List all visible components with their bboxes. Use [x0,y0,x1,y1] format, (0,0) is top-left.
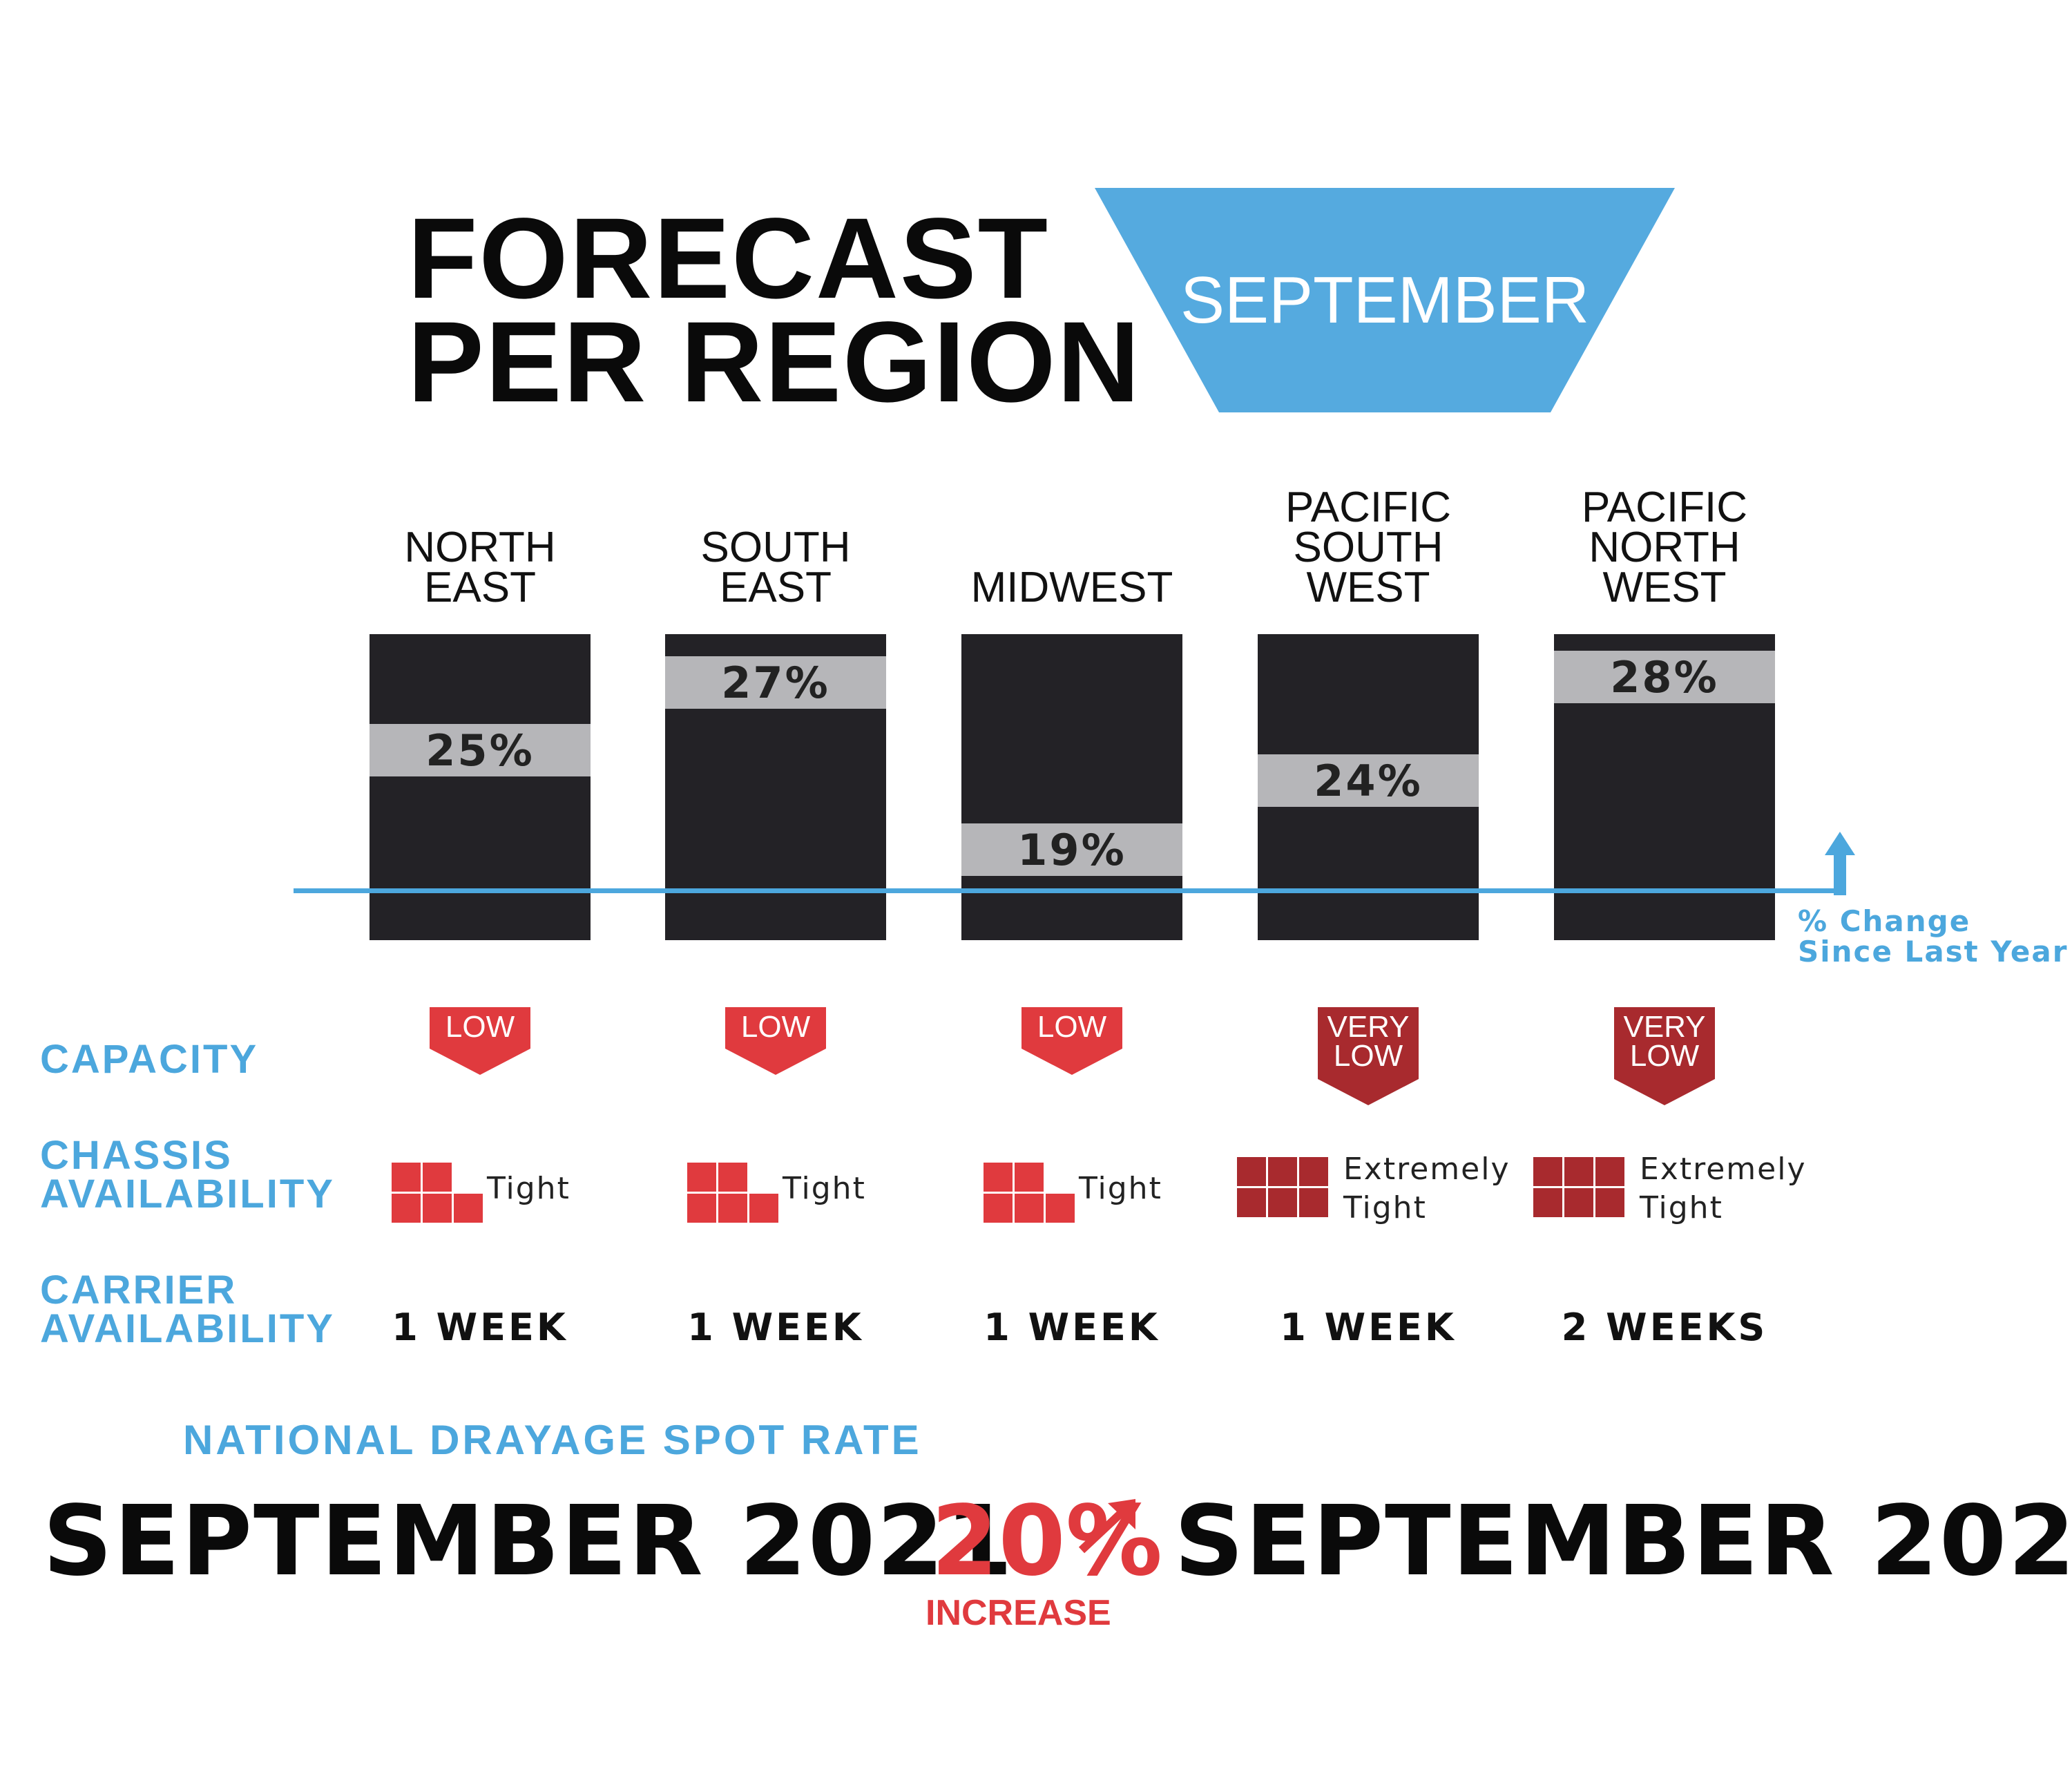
row-label-capacity: CAPACITY [40,1037,259,1082]
row-label-chassis-line-2: AVAILABILITY [40,1172,335,1216]
region-name: PACIFIC NORTH WEST [1519,484,1810,611]
month-banner-label: SEPTEMBER [1180,262,1590,337]
capacity-badge-text: LOW [1629,1039,1700,1073]
region-name-line: SOUTH [700,524,851,571]
capacity-badge-text: LOW [1037,1010,1107,1044]
chassis-status-line: Extremely [1343,1152,1510,1187]
row-label-carrier-line-2: AVAILABILITY [40,1306,335,1351]
baseline-line [294,888,1837,893]
region-name-line: PACIFIC [1285,484,1451,531]
region-name: MIDWEST [927,564,1217,611]
capacity-badge-text: LOW [445,1010,515,1044]
change-caption-line-1: % Change [1798,904,1971,938]
title-line-2: PER REGION [407,298,1142,426]
carrier-availability: 1 WEEK [392,1306,568,1349]
spot-rate-from: SEPTEMBER 2021 [43,1485,1015,1598]
change-band: 27% [665,656,886,709]
capacity-badge: VERY LOW [1614,1007,1715,1105]
chassis-grid-icon [687,1163,778,1223]
spot-rate-heading: NATIONAL DRAYAGE SPOT RATE [183,1417,922,1463]
chassis-status-line: Tight [1079,1171,1162,1206]
chassis-status: Tight [1079,1170,1162,1208]
row-label-capacity-line-1: CAPACITY [40,1037,259,1082]
region-bar: 27% [665,634,886,940]
change-band: 25% [370,724,591,776]
capacity-badge-shape [1021,1007,1122,1075]
chassis-status-line: Tight [1343,1190,1427,1225]
capacity-badge-text: VERY [1623,1010,1706,1044]
region-name-line: WEST [1602,564,1727,611]
capacity-badge: LOW [725,1007,826,1075]
region-bar: 25% [370,634,591,940]
region-name-line: WEST [1306,564,1430,611]
chassis-grid-icon [1533,1157,1624,1217]
trend-up-arrow-icon [1078,1499,1135,1554]
chassis-grid-icon [392,1163,483,1223]
change-band: 24% [1258,754,1479,807]
capacity-badge: LOW [1021,1007,1122,1075]
spot-rate-to: SEPTEMBER 2022 [1174,1485,2072,1598]
chassis-grid-icon [984,1163,1075,1223]
region-name: NORTH EAST [335,524,625,611]
capacity-badge-text: LOW [1333,1039,1403,1073]
region-name: PACIFIC SOUTH WEST [1223,484,1513,611]
region-name-line: NORTH [1589,524,1740,571]
month-banner: SEPTEMBER [1095,188,1675,412]
chassis-status-line: Extremely [1640,1152,1807,1187]
carrier-availability: 1 WEEK [687,1306,864,1349]
month-banner-shape [1095,188,1675,412]
row-label-chassis-line-1: CHASSIS [40,1133,233,1178]
region-name-line: EAST [424,564,536,611]
change-band: 28% [1554,651,1775,703]
chassis-status: Tight [783,1170,866,1208]
capacity-badge: VERY LOW [1318,1007,1419,1105]
row-label-carrier-line-1: CARRIER [40,1268,238,1312]
carrier-availability: 1 WEEK [984,1306,1160,1349]
chassis-grid-icon [1237,1157,1328,1217]
region-bar: 28% [1554,634,1775,940]
chassis-status-line: Tight [487,1171,570,1206]
arrow-up-icon [1825,832,1855,895]
capacity-badge-shape [1614,1007,1715,1105]
chassis-status: Tight [487,1170,570,1208]
row-label-chassis: CHASSIS AVAILABILITY [40,1136,335,1214]
carrier-availability: 2 WEEKS [1561,1306,1768,1349]
change-band: 19% [961,823,1182,876]
chassis-status: Extremely Tight [1640,1150,1806,1228]
row-label-carrier: CARRIER AVAILABILITY [40,1268,335,1351]
chassis-status: Extremely Tight [1343,1150,1510,1228]
change-caption: % Change Since Last Year [1798,906,2068,967]
region-name-line: MIDWEST [970,564,1173,611]
capacity-badge-shape [725,1007,826,1075]
region-bar: 19% [961,634,1182,940]
spot-rate-change-label: INCREASE [925,1593,1111,1633]
region-name-line: EAST [720,564,832,611]
capacity-badge: LOW [430,1007,530,1075]
region-name-line: SOUTH [1293,524,1443,571]
capacity-badge-shape [430,1007,530,1075]
carrier-availability: 1 WEEK [1280,1306,1457,1349]
capacity-badge-shape [1318,1007,1419,1105]
region-name: SOUTH EAST [631,524,921,611]
region-name-line: NORTH [404,524,556,571]
chassis-status-line: Tight [783,1171,866,1206]
title-line-1: FORECAST [407,195,1049,323]
capacity-badge-text: VERY [1327,1010,1410,1044]
chassis-status-line: Tight [1640,1190,1723,1225]
capacity-badge-text: LOW [740,1010,811,1044]
page-title: FORECAST PER REGION [407,195,1142,426]
region-name-line: PACIFIC [1582,484,1747,531]
change-caption-line-2: Since Last Year [1798,935,2069,968]
region-bar: 24% [1258,634,1479,940]
